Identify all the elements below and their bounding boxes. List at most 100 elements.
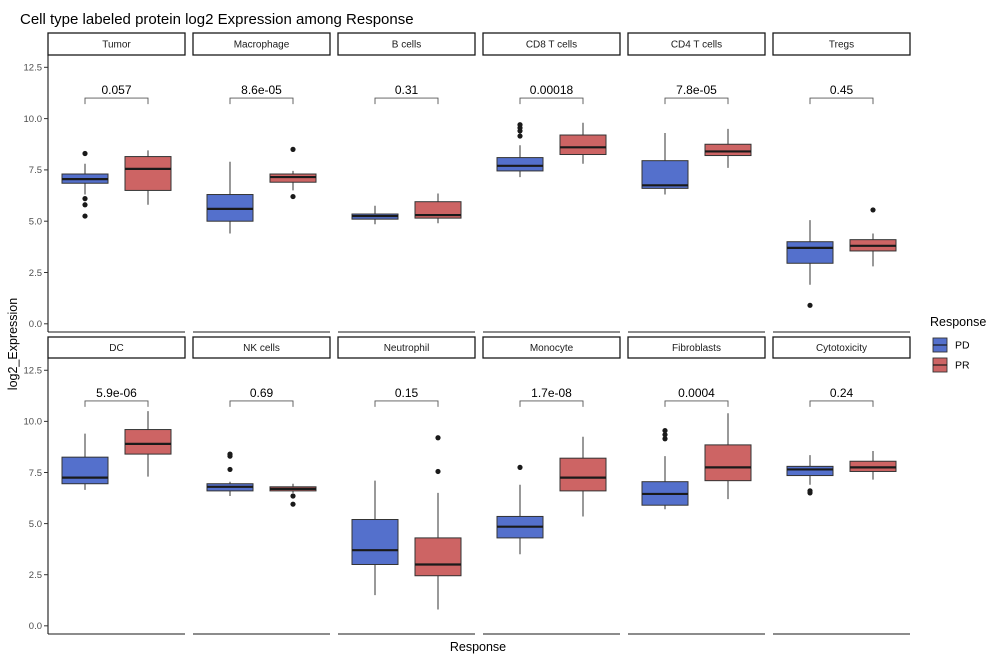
box-body — [704, 444, 752, 482]
legend-label: PD — [955, 340, 970, 352]
pvalue-label: 0.057 — [101, 83, 131, 97]
panel-dc: DC 0.0 2.5 5.0 7.5 10.0 12.5 5.9e-06 — [24, 336, 186, 635]
pvalue-bracket — [664, 97, 729, 105]
panel-cytotoxicity: Cytotoxicity 0.24 — [772, 336, 911, 635]
outlier-point — [662, 427, 668, 434]
legend-label: PR — [955, 360, 970, 372]
pvalue-label: 0.31 — [395, 83, 419, 97]
pvalue-bracket — [229, 400, 294, 407]
pvalue-bracket — [519, 400, 584, 407]
box-pd — [206, 161, 254, 234]
strip-label: Tumor — [102, 40, 131, 51]
panel-b-cells: B cells 0.31 — [337, 32, 476, 333]
box-body — [496, 157, 544, 172]
box-body — [124, 156, 172, 191]
box-pd — [351, 205, 399, 225]
legend-item-pr: PR — [932, 357, 970, 373]
box-pd — [641, 427, 689, 510]
y-tick-label: 5.0 — [29, 519, 42, 530]
box-pd — [61, 433, 109, 490]
pvalue-bracket — [229, 97, 294, 105]
outlier-point — [82, 150, 88, 157]
strip-box — [337, 336, 476, 359]
outlier-point — [290, 501, 296, 507]
box-pr — [559, 436, 607, 517]
legend: Response PD PR — [930, 315, 986, 373]
box-body — [641, 160, 689, 189]
box-pr — [704, 128, 752, 168]
outlier-point — [227, 466, 233, 473]
panel-cd8-t-cells: CD8 T cells 0.00018 — [482, 32, 621, 333]
box-pd — [786, 220, 834, 308]
outlier-point — [82, 213, 88, 219]
box-pr — [124, 411, 172, 477]
strip-box — [47, 32, 186, 56]
strip-box — [482, 32, 621, 56]
strip-box — [627, 336, 766, 359]
y-tick-label: 10.0 — [24, 114, 43, 125]
outlier-point — [290, 146, 296, 152]
box-pr — [414, 193, 462, 224]
strip-label: DC — [109, 343, 123, 354]
pvalue-label: 0.00018 — [530, 83, 574, 97]
box-pr — [414, 435, 462, 610]
panel-monocyte: Monocyte 1.7e-08 — [482, 336, 621, 635]
outlier-point — [290, 193, 296, 200]
legend-item-pd: PD — [932, 337, 970, 353]
box-pr — [124, 150, 172, 205]
strip-label: CD8 T cells — [526, 40, 577, 51]
y-tick-label: 12.5 — [24, 366, 43, 377]
outlier-point — [290, 493, 296, 499]
pvalue-label: 0.69 — [250, 386, 274, 400]
strip-label: Tregs — [829, 40, 854, 51]
chart-title: Cell type labeled protein log2 Expressio… — [20, 11, 414, 28]
strip-box — [772, 32, 911, 56]
strip-box — [482, 336, 621, 359]
x-axis-title: Response — [450, 640, 506, 654]
pvalue-label: 0.24 — [830, 386, 854, 400]
pvalue-label: 0.0004 — [678, 386, 715, 400]
strip-box — [192, 336, 331, 359]
pvalue-label: 7.8e-05 — [676, 83, 717, 97]
box-pd — [786, 455, 834, 496]
pvalue-bracket — [374, 97, 439, 105]
pvalue-label: 0.45 — [830, 83, 854, 97]
pvalue-bracket — [84, 97, 149, 105]
y-tick-label: 7.5 — [29, 468, 42, 479]
y-tick-label: 12.5 — [24, 63, 43, 74]
box-body — [124, 429, 172, 455]
panel-neutrophil: Neutrophil 0.15 — [337, 336, 476, 635]
box-pr — [704, 413, 752, 500]
box-body — [786, 241, 834, 264]
outlier-point — [807, 302, 813, 308]
outlier-point — [82, 202, 88, 208]
pvalue-bracket — [664, 400, 729, 407]
panel-cd4-t-cells: CD4 T cells 7.8e-05 — [627, 32, 766, 333]
y-tick-label: 2.5 — [29, 570, 42, 581]
pvalue-label: 5.9e-06 — [96, 386, 137, 400]
strip-label: NK cells — [243, 343, 280, 354]
legend-title: Response — [930, 315, 986, 329]
pvalue-bracket — [809, 400, 874, 407]
box-pd — [496, 122, 544, 178]
box-body — [559, 457, 607, 492]
outlier-point — [435, 468, 441, 475]
outlier-point — [517, 128, 523, 134]
box-body — [414, 537, 462, 577]
panel-macrophage: Macrophage 8.6e-05 — [192, 32, 331, 333]
box-pd — [206, 451, 254, 496]
panel-fibroblasts: Fibroblasts 0.0004 — [627, 336, 766, 635]
box-pr — [849, 451, 897, 480]
outlier-point — [662, 436, 668, 442]
pvalue-bracket — [374, 400, 439, 407]
box-pd — [61, 150, 109, 219]
pvalue-bracket — [519, 97, 584, 105]
outlier-point — [870, 207, 876, 213]
strip-label: B cells — [392, 40, 421, 51]
y-tick-label: 0.0 — [29, 621, 42, 632]
box-body — [704, 143, 752, 157]
box-pr — [269, 483, 317, 507]
outlier-point — [227, 453, 233, 459]
strip-label: Macrophage — [234, 40, 290, 51]
